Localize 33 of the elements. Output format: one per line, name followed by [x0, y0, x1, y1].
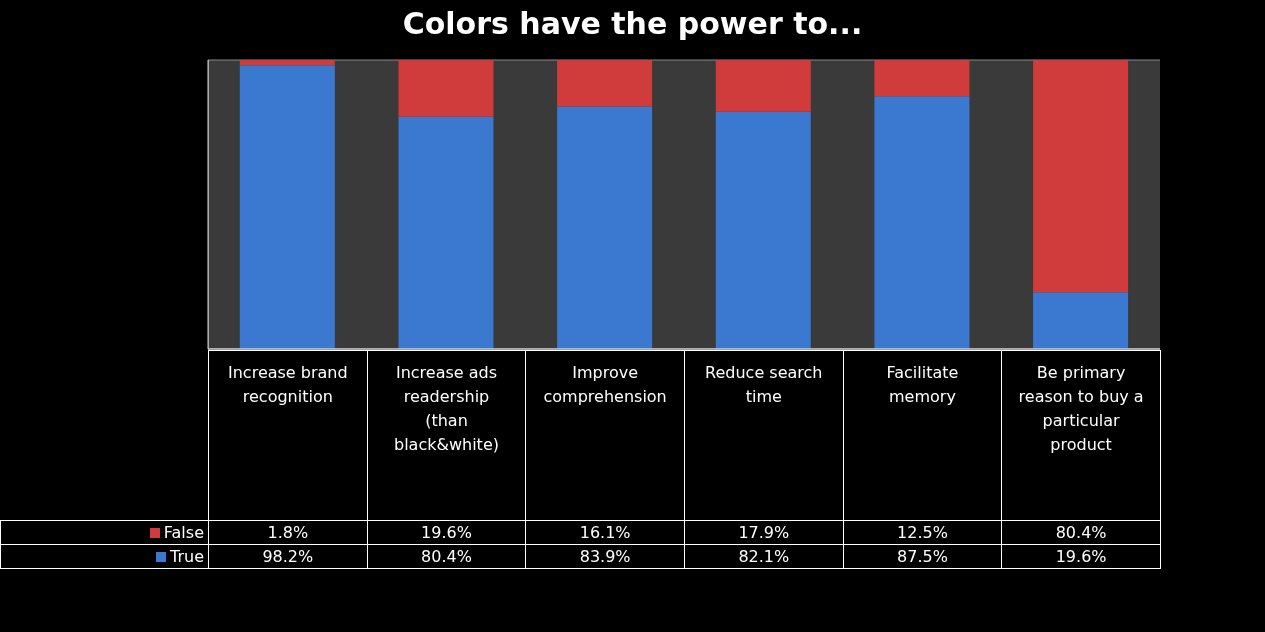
bar	[874, 96, 970, 349]
x-tick-label: Be primary reason to buy a particular product	[1001, 350, 1161, 521]
bar	[239, 60, 335, 66]
x-tick-label: Increase ads readership (than black&white)	[367, 350, 526, 521]
data-label: 12.5%	[843, 520, 1002, 545]
bar	[715, 111, 811, 349]
bar	[557, 60, 653, 107]
data-label: 1.8%	[208, 520, 368, 545]
bar	[874, 60, 970, 97]
data-label: 82.1%	[684, 544, 844, 569]
data-label: 80.4%	[1001, 520, 1161, 545]
data-label: 16.1%	[525, 520, 685, 545]
data-label: 87.5%	[843, 544, 1002, 569]
x-tick-label: Improve comprehension	[525, 350, 685, 521]
data-label: 19.6%	[1001, 544, 1161, 569]
data-label: 83.9%	[525, 544, 685, 569]
legend-label: True	[0, 544, 209, 569]
bar	[715, 60, 811, 112]
data-label: 98.2%	[208, 544, 368, 569]
data-label: 80.4%	[367, 544, 526, 569]
legend-label: False	[0, 520, 209, 545]
bar	[239, 65, 335, 349]
x-tick-label: Facilitate memory	[843, 350, 1002, 521]
bar	[557, 106, 653, 349]
bar	[1033, 60, 1129, 293]
bar	[398, 116, 494, 349]
data-label: 17.9%	[684, 520, 844, 545]
x-tick-label: Increase brand recognition	[208, 350, 368, 521]
data-label: 19.6%	[367, 520, 526, 545]
bar	[398, 60, 494, 117]
x-tick-label: Reduce search time	[684, 350, 844, 521]
bar	[1033, 292, 1129, 349]
chart-title: Colors have the power to...	[401, 6, 864, 43]
